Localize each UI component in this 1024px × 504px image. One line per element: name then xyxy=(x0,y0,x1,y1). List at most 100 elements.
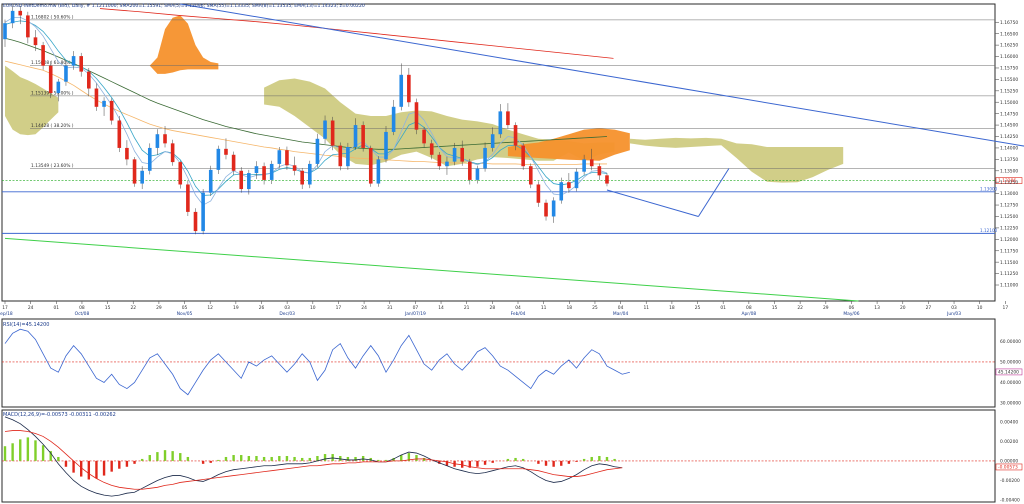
macd-axis-label: 0.00200 xyxy=(1000,439,1018,445)
ichimoku-cloud xyxy=(5,15,844,183)
price-axis-label: 1.12500 xyxy=(1000,214,1018,220)
date-axis-label: 08 xyxy=(79,305,85,311)
month-label: Nov/05 xyxy=(177,311,193,317)
candle-body xyxy=(559,182,564,201)
price-axis-label: 1.14500 xyxy=(1000,123,1018,129)
price-axis-label: 1.13750 xyxy=(1000,157,1018,163)
cloud-band-bearish xyxy=(149,15,219,74)
date-axis-label: 10 xyxy=(977,305,983,311)
trendlines[interactable] xyxy=(4,3,1024,302)
date-axis-label: 18 xyxy=(669,305,675,311)
date-axis-label: 31 xyxy=(387,305,393,311)
date-axis-label: 22 xyxy=(130,305,136,311)
date-axis-label: 03 xyxy=(284,305,290,311)
candle-body xyxy=(536,184,541,203)
date-axis-label: 18 xyxy=(567,305,573,311)
month-label: Oct/08 xyxy=(75,311,90,317)
candle-body xyxy=(125,147,129,160)
candle-body xyxy=(300,170,304,185)
price-axis-label: 1.16000 xyxy=(1000,54,1018,60)
fib-level-label: 1.15808 ( 61.80% ) xyxy=(31,60,74,66)
month-label: Apr/08 xyxy=(742,311,757,317)
macd-panel[interactable]: 0.00400 0.00200 0.00000 -0.00200 -0.00400 -0.… xyxy=(1,409,1023,504)
candle-body xyxy=(551,200,556,217)
candle-body xyxy=(384,131,388,160)
price-axis-label: 1.11000 xyxy=(1000,283,1018,289)
cloud-band-bearish-late xyxy=(507,128,630,161)
candle-body xyxy=(216,148,221,170)
candle-body xyxy=(3,23,7,40)
fib-level-label: 1.15139 ( 50.00% ) xyxy=(31,90,74,96)
support-level-label: 1.13000 xyxy=(980,187,998,192)
candle-body xyxy=(269,163,274,180)
candle-body xyxy=(33,37,38,46)
candle-body xyxy=(338,145,343,167)
candle-body xyxy=(94,88,99,107)
candle-body xyxy=(399,74,404,107)
candle-body xyxy=(452,147,457,162)
candle-body xyxy=(498,111,503,135)
price-panel-title: EURUSD-iNetDemo.mw (Bid), Daily, # 1.121… xyxy=(3,3,365,9)
price-axis-label: 1.14750 xyxy=(1000,111,1018,117)
fib-level-label: 1.13549 ( 23.60% ) xyxy=(31,163,74,169)
cloud-band-future xyxy=(629,137,844,183)
date-axis-label: 06 xyxy=(849,305,855,311)
candle-body xyxy=(361,125,365,148)
month-label: Jan/07/19 xyxy=(404,311,426,317)
candle-body xyxy=(208,169,213,193)
candle-body xyxy=(231,154,236,171)
candle-body xyxy=(224,148,228,155)
moving-average-line xyxy=(4,37,608,150)
rsi-plot: 60.00000 50.00000 40.00000 30.00000 45.14200 xyxy=(2,328,1023,407)
date-axis-label: 15 xyxy=(772,305,778,311)
candle-body xyxy=(414,102,419,130)
candle-body xyxy=(64,65,68,82)
candle-body xyxy=(239,170,244,190)
candle-body xyxy=(163,134,167,144)
month-label: Feb/04 xyxy=(511,311,526,317)
date-axis-label: 17 xyxy=(336,305,342,311)
candle-body xyxy=(346,147,350,167)
macd-axis-label: -0.00200 xyxy=(1000,478,1020,484)
macd-axis-label: -0.00400 xyxy=(1000,498,1020,504)
date-axis-label: 01 xyxy=(54,305,60,311)
macd-axis-label: 0.00000 xyxy=(1000,458,1018,464)
price-axis-label: 1.12250 xyxy=(1000,225,1018,231)
candle-body xyxy=(186,184,190,212)
price-axis-label: 1.16500 xyxy=(1000,31,1018,37)
cloud-band-early xyxy=(5,65,59,136)
macd-plot: 0.00400 0.00200 0.00000 -0.00200 -0.00400 -0.… xyxy=(2,416,1023,504)
rsi-axis-label: 60.00000 xyxy=(1000,339,1021,345)
rsi-axis-label: 50.00000 xyxy=(1000,360,1021,366)
candle-body xyxy=(315,138,320,164)
date-axis-label: 03 xyxy=(951,305,957,311)
candle-body xyxy=(605,175,609,184)
candle-body xyxy=(513,125,518,146)
candle-body xyxy=(201,192,205,232)
candle-body xyxy=(18,10,23,16)
month-label: Mar/04 xyxy=(613,311,629,317)
rsi-axis-label: 40.00000 xyxy=(1000,380,1021,386)
candle-body xyxy=(528,166,533,185)
price-axis-label: 1.11500 xyxy=(1000,260,1018,266)
date-axis-label: 13 xyxy=(874,305,880,311)
price-panel[interactable]: 1.16802 ( 50.60% ) 1.15808 ( 61.80% ) 1.15… xyxy=(0,3,1024,317)
rsi-line xyxy=(4,328,630,396)
price-axis-label: 1.15000 xyxy=(1000,100,1018,106)
support-level-label: 1.12100 xyxy=(980,228,998,233)
candle-body xyxy=(87,71,91,89)
date-axis-label: 27 xyxy=(926,305,932,311)
date-axis-label: 17 xyxy=(1003,305,1009,311)
price-axis-label: 1.15750 xyxy=(1000,66,1018,72)
price-axis-label: 1.14250 xyxy=(1000,134,1018,140)
trendline xyxy=(4,237,859,302)
rsi-panel[interactable]: 60.00000 50.00000 40.00000 30.00000 45.14200… xyxy=(1,318,1023,408)
candle-body xyxy=(490,134,495,148)
candle-body xyxy=(277,150,282,164)
candle-body xyxy=(102,100,106,107)
month-label: Jun/03 xyxy=(946,311,961,317)
candle-body xyxy=(544,202,548,217)
candle-body xyxy=(353,125,358,148)
